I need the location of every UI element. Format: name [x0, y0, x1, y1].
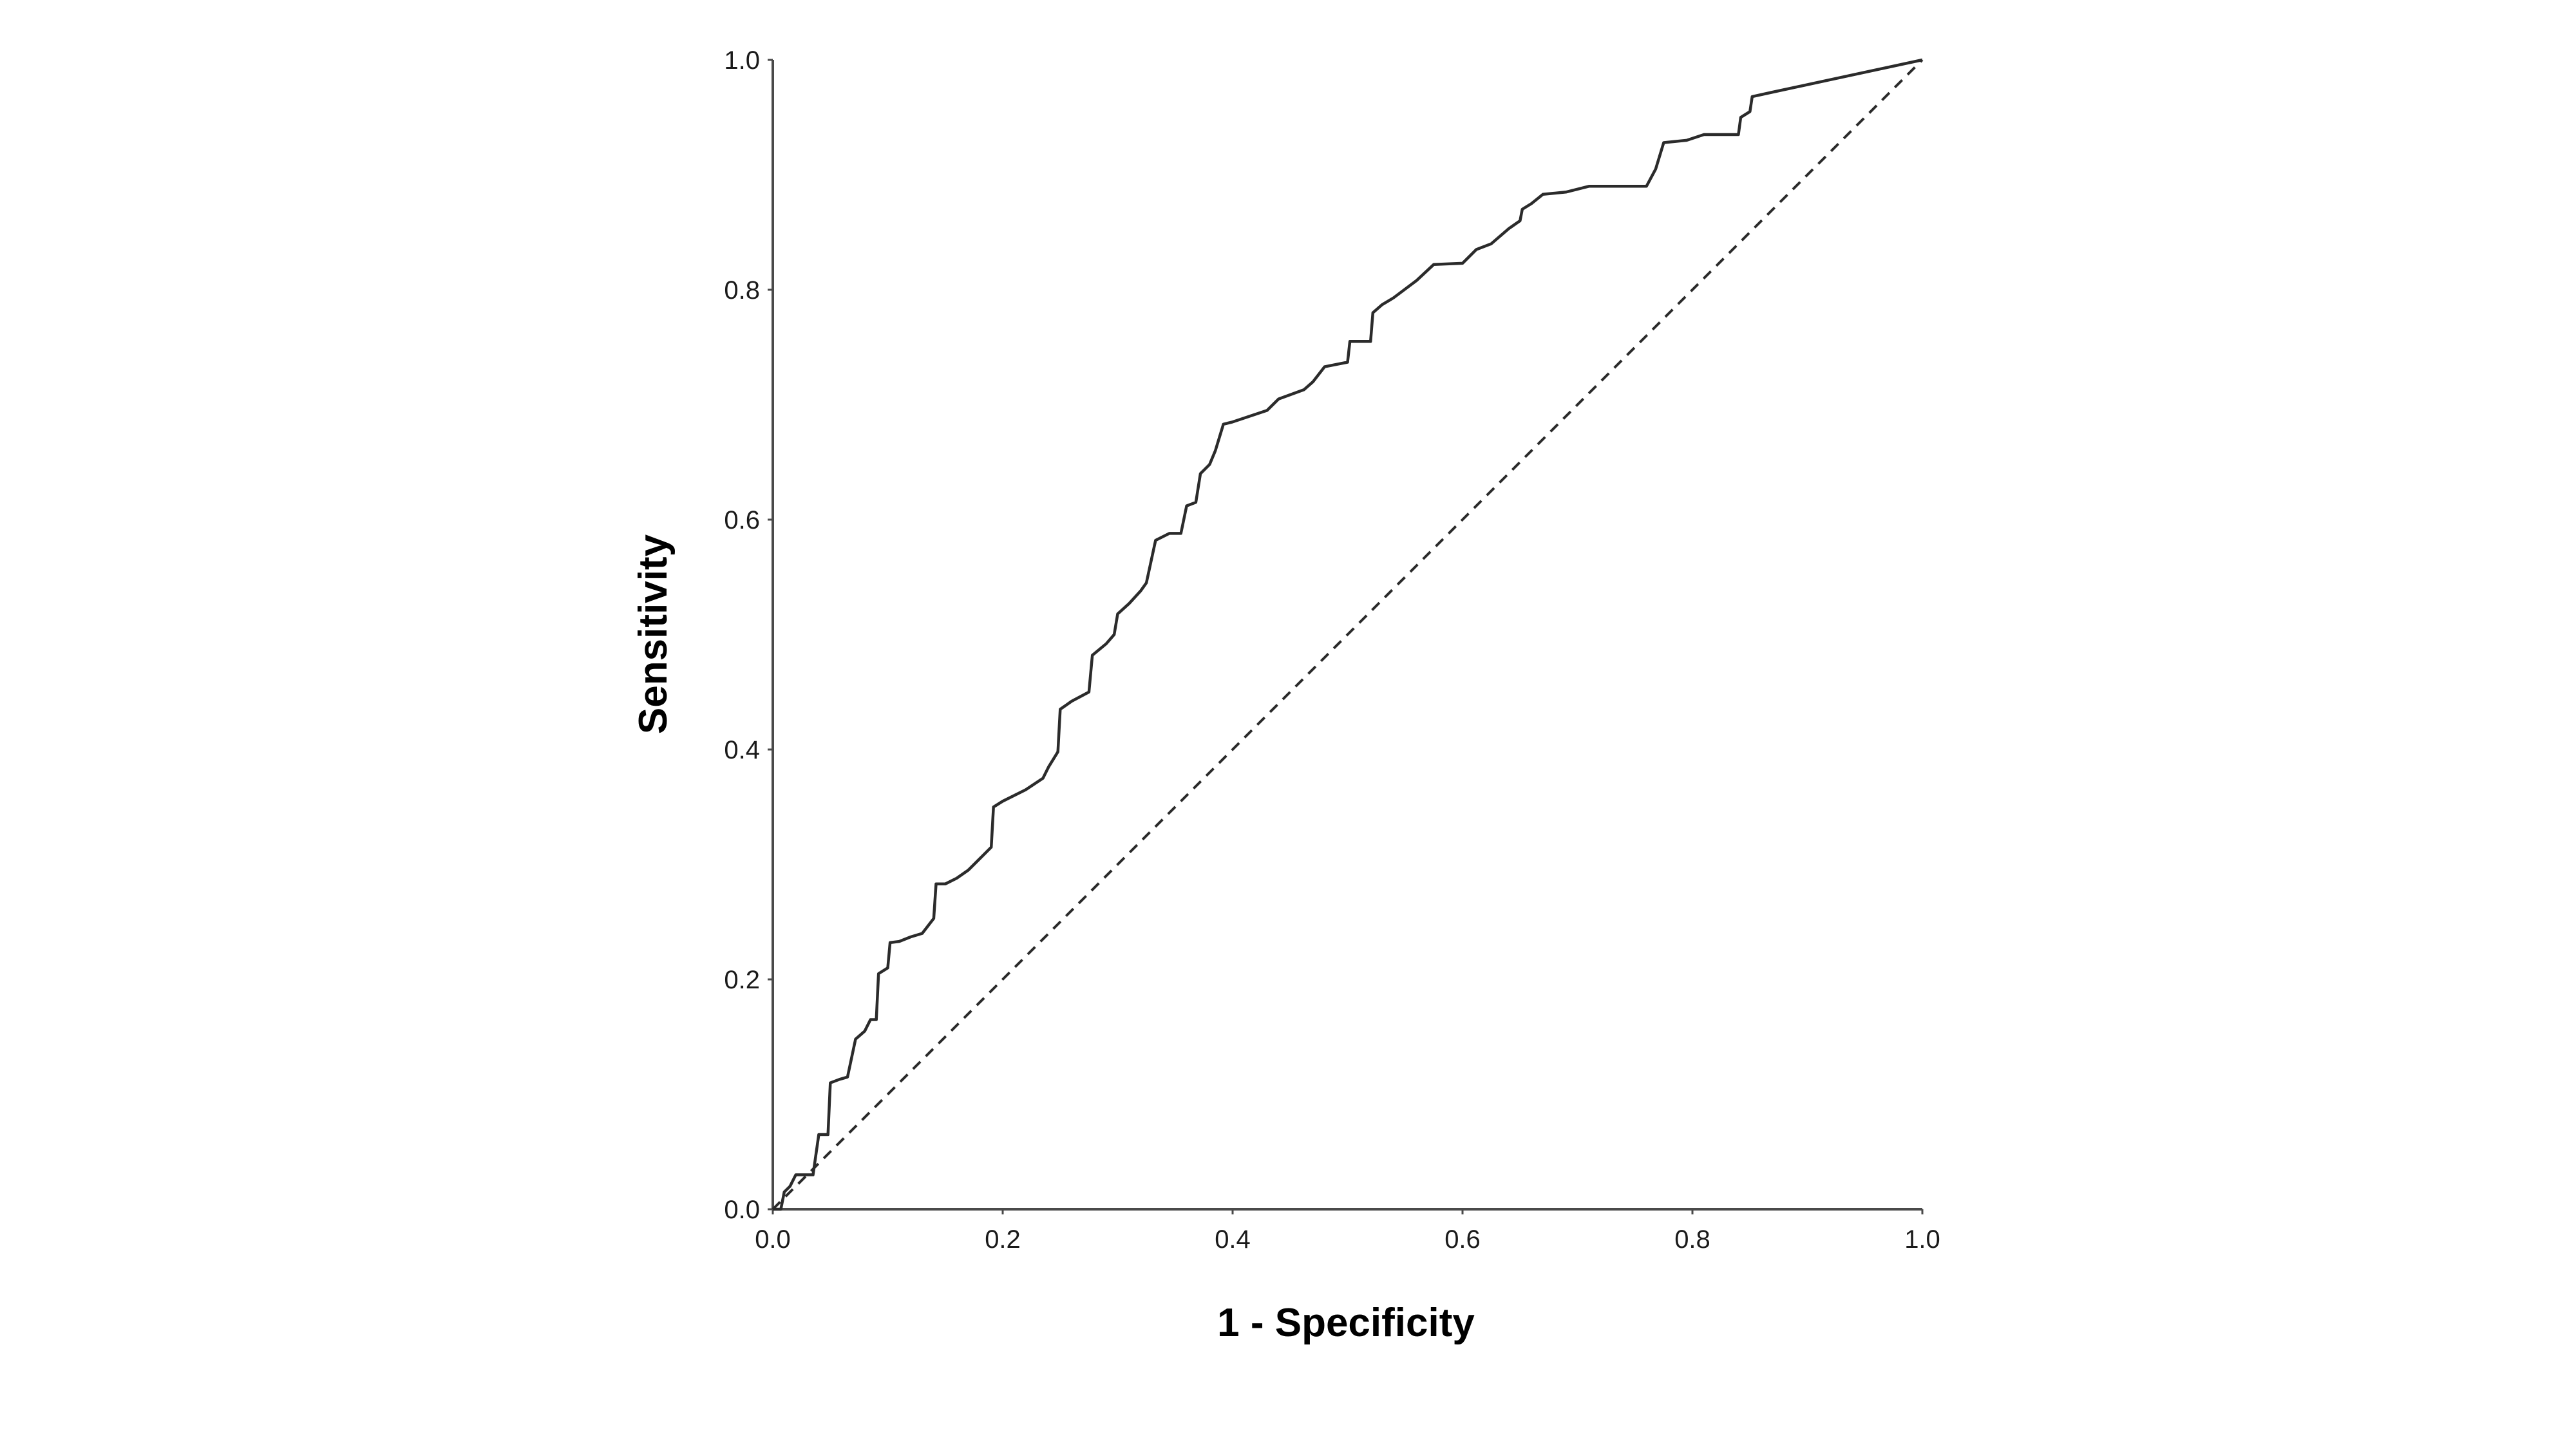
x-tick-label: 0.8 — [1674, 1225, 1710, 1254]
y-tick-label: 0.6 — [724, 506, 760, 534]
x-tick-label: 0.0 — [755, 1225, 791, 1254]
x-tick-label: 0.2 — [985, 1225, 1021, 1254]
y-tick-label: 0.2 — [724, 966, 760, 994]
reference-diagonal-line — [772, 59, 1924, 1211]
y-tick-label: 0.0 — [724, 1196, 760, 1224]
y-tick-label: 0.8 — [724, 276, 760, 305]
y-tick-label: 0.4 — [724, 736, 760, 764]
y-axis-title: Sensitivity — [631, 534, 676, 734]
x-tick-label: 0.6 — [1444, 1225, 1481, 1254]
y-tick-label: 1.0 — [724, 46, 760, 75]
x-axis-title: 1 - Specificity — [1217, 1301, 1475, 1345]
roc-curve-line — [773, 58, 1923, 1211]
x-tick-label: 0.4 — [1215, 1225, 1251, 1254]
x-tick-label: 1.0 — [1904, 1225, 1940, 1254]
